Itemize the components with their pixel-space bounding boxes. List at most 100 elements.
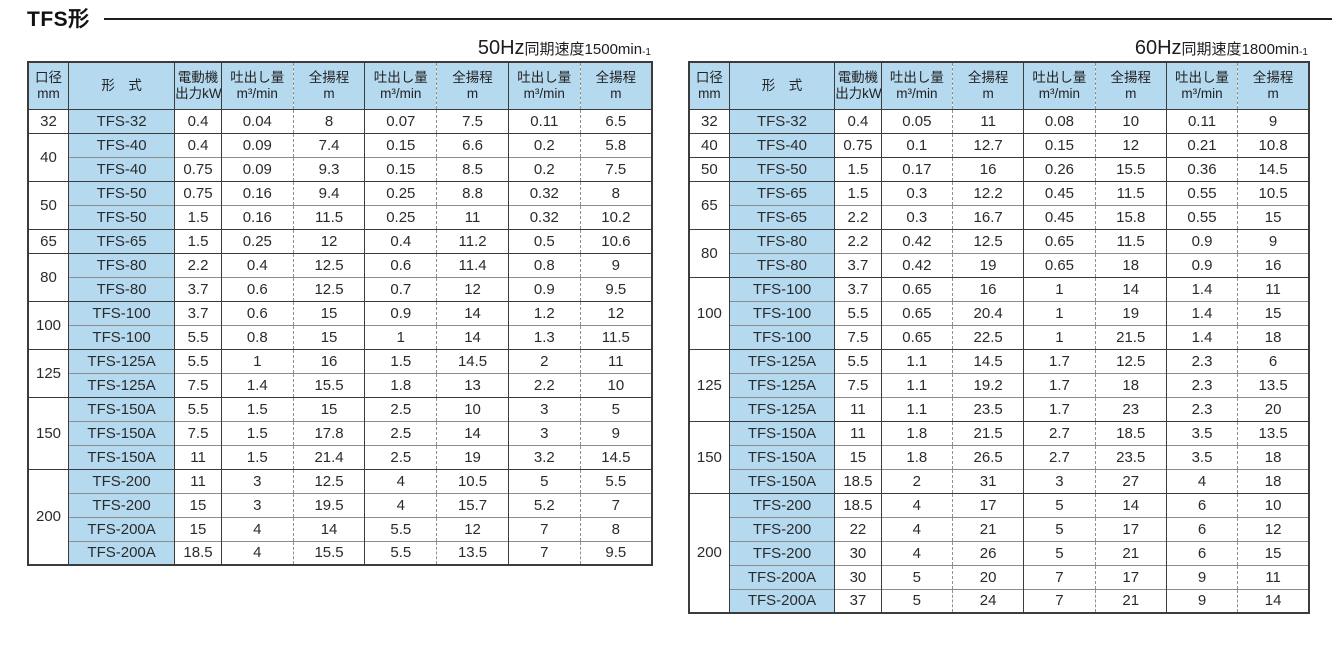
value-cell: 13 — [436, 372, 509, 397]
value-cell: 10 — [436, 396, 509, 421]
model-cell: TFS-80 — [68, 252, 176, 277]
value-cell: 19 — [952, 252, 1025, 277]
diameter-cell: 80 — [27, 252, 70, 301]
value-cell: 7.4 — [293, 132, 366, 157]
column-header: 吐出し量 m³/min — [507, 62, 581, 110]
value-cell: 0.9 — [364, 300, 438, 325]
column-header-line2: m — [1125, 85, 1137, 101]
column-header: 吐出し量 m³/min — [1165, 62, 1239, 110]
value-cell: 1.5 — [220, 444, 294, 469]
value-cell: 1.1 — [880, 396, 953, 421]
value-cell: 16 — [293, 348, 366, 373]
value-cell: 2.2 — [834, 204, 882, 229]
value-cell: 16 — [952, 156, 1025, 181]
value-cell: 1 — [1023, 300, 1096, 325]
column-header-line1: 全揚程 — [967, 69, 1009, 85]
model-cell: TFS-65 — [728, 180, 836, 205]
value-cell: 11 — [580, 348, 653, 373]
value-cell: 14 — [1237, 588, 1310, 613]
value-cell: 3 — [507, 420, 581, 445]
value-cell: 7 — [1023, 588, 1096, 613]
table-row: TFS-200A 30 5 20 7 17 9 11 — [689, 564, 1310, 589]
value-cell: 8 — [580, 180, 653, 205]
value-cell: 20.4 — [952, 300, 1025, 325]
value-cell: 18.5 — [834, 468, 882, 493]
value-cell: 1.8 — [880, 444, 953, 469]
value-cell: 2.2 — [507, 372, 581, 397]
diameter-cell: 50 — [688, 156, 730, 181]
value-cell: 4 — [220, 540, 294, 565]
value-cell: 0.65 — [880, 324, 953, 349]
value-cell: 15 — [1237, 300, 1310, 325]
value-cell: 12 — [1095, 132, 1167, 157]
value-cell: 15 — [1237, 540, 1310, 565]
model-cell: TFS-125A — [728, 372, 836, 397]
column-header-line1: 吐出し量 — [517, 69, 572, 85]
value-cell: 13.5 — [1237, 420, 1310, 445]
value-cell: 20 — [1237, 396, 1310, 421]
value-cell: 4 — [364, 468, 438, 493]
value-cell: 0.65 — [880, 276, 953, 301]
model-cell: TFS-65 — [728, 204, 836, 229]
value-cell: 12.5 — [293, 276, 366, 301]
value-cell: 14 — [436, 300, 509, 325]
diameter-cell: 65 — [688, 180, 730, 229]
value-cell: 18 — [1095, 372, 1167, 397]
value-cell: 0.6 — [220, 300, 294, 325]
table-row: TFS-150A 18.5 2 31 3 27 4 18 — [689, 468, 1310, 493]
value-cell: 1 — [364, 324, 438, 349]
value-cell: 0.4 — [834, 108, 882, 133]
value-cell: 26.5 — [952, 444, 1025, 469]
column-header-line2: m³/min — [380, 85, 422, 101]
value-cell: 4 — [880, 516, 953, 541]
value-cell: 5.5 — [174, 396, 222, 421]
value-cell: 4 — [880, 492, 953, 517]
table-row: 40 TFS-40 0.75 0.1 12.7 0.15 12 0.21 10.8 — [688, 132, 1310, 157]
value-cell: 18.5 — [174, 540, 222, 565]
value-cell: 7 — [1023, 564, 1096, 589]
value-cell: 0.2 — [507, 156, 581, 181]
value-cell: 15.7 — [436, 492, 509, 517]
page-title: TFS形 — [27, 8, 90, 31]
model-cell: TFS-200 — [68, 492, 176, 517]
table-row: TFS-100 5.5 0.8 15 1 14 1.3 11.5 — [28, 324, 653, 349]
value-cell: 18.5 — [1095, 420, 1167, 445]
value-cell: 5 — [880, 564, 953, 589]
value-cell: 11 — [1237, 276, 1310, 301]
value-cell: 15.8 — [1095, 204, 1167, 229]
value-cell: 15 — [293, 324, 366, 349]
value-cell: 0.9 — [1165, 228, 1239, 253]
column-header-line1: 全揚程 — [452, 69, 493, 85]
value-cell: 12 — [436, 516, 509, 541]
value-cell: 0.7 — [364, 276, 438, 301]
column-header-line1: 口径 — [35, 69, 63, 85]
model-cell: TFS-150A — [68, 396, 176, 421]
diameter-cell: 40 — [27, 132, 70, 181]
value-cell: 26 — [952, 540, 1025, 565]
value-cell: 1.5 — [364, 348, 438, 373]
value-cell: 12 — [436, 276, 509, 301]
value-cell: 7.5 — [834, 372, 882, 397]
value-cell: 5.5 — [834, 348, 882, 373]
value-cell: 3 — [1023, 468, 1096, 493]
value-cell: 9 — [580, 420, 653, 445]
value-cell: 12.2 — [952, 180, 1025, 205]
value-cell: 10 — [1095, 108, 1167, 133]
value-cell: 21.5 — [952, 420, 1025, 445]
value-cell: 12.5 — [1095, 348, 1167, 373]
table-row: 150 TFS-150A 11 1.8 21.5 2.7 18.5 3.5 13.5 — [688, 420, 1310, 493]
value-cell: 14 — [436, 324, 509, 349]
value-cell: 7.5 — [436, 108, 509, 133]
value-cell: 4 — [880, 540, 953, 565]
column-header-line2: m — [466, 85, 479, 101]
value-cell: 0.32 — [507, 180, 581, 205]
column-header-line2: m — [323, 85, 335, 101]
value-cell: 17.8 — [293, 420, 366, 445]
table-row: 65 TFS-65 1.5 0.25 12 0.4 11.2 0.5 10.6 — [27, 228, 653, 253]
model-cell: TFS-200A — [728, 564, 836, 589]
table-row: TFS-200 22 4 21 5 17 6 12 — [689, 516, 1310, 541]
value-cell: 9 — [1237, 108, 1310, 133]
value-cell: 3.7 — [174, 276, 222, 301]
value-cell: 5.5 — [834, 300, 882, 325]
column-header-line2: 出力kW — [175, 85, 222, 101]
